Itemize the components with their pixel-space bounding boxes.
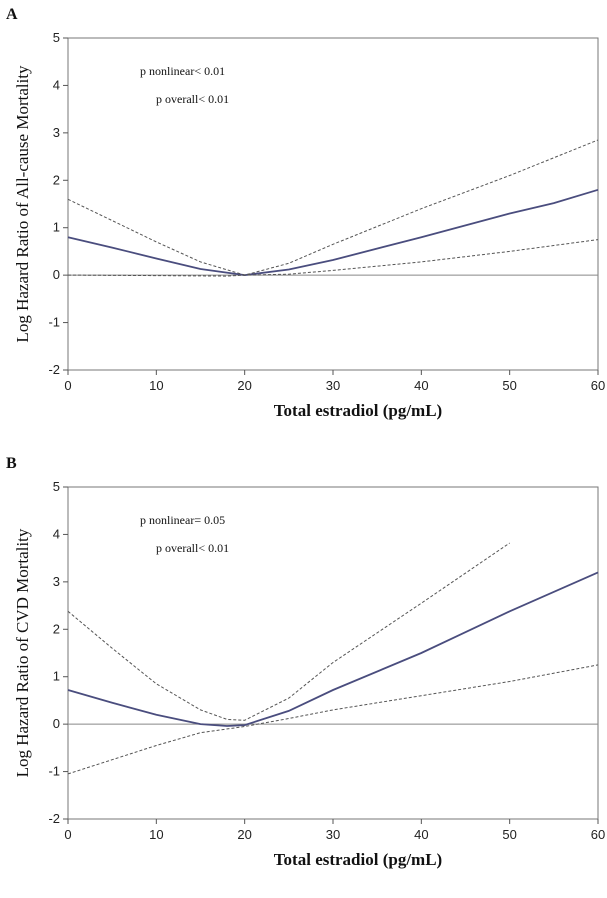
x-axis-label: Total estradiol (pg/mL): [274, 401, 442, 420]
y-tick-label: 2: [53, 172, 60, 187]
y-tick-label: 5: [53, 30, 60, 45]
panel-a: A -2 -1 0 1 2 3 4 5 0 10 20 30 40 50 60 Total estradiol…: [6, 6, 605, 420]
x-tick-label: 10: [149, 827, 163, 842]
estimate-line: [67, 188, 599, 277]
panel-label: A: [6, 6, 18, 23]
x-tick-label: 20: [237, 378, 251, 393]
x-tick-label: 60: [591, 827, 605, 842]
y-tick-label: 4: [53, 526, 60, 541]
y-axis-label: Log Hazard Ratio of CVD Mortality: [13, 528, 32, 777]
panel-b: B -2 -1 0 1 2 3 4 5 0 10 20 30 40 50 60 Total estradiol…: [0, 449, 607, 898]
y-tick-label: 4: [53, 77, 60, 92]
upper-ci-line: [67, 542, 510, 721]
estimate-line: [67, 571, 599, 727]
x-tick-label: 40: [414, 378, 428, 393]
y-tick-label: 0: [53, 267, 60, 282]
p-value-annotation: p overall< 0.01: [156, 541, 229, 555]
y-axis-label: Log Hazard Ratio of All-cause Mortality: [13, 65, 32, 343]
x-tick-label: 60: [591, 378, 605, 393]
x-tick-label: 30: [326, 827, 340, 842]
plot-frame: [67, 486, 599, 820]
panel-label: B: [6, 455, 17, 472]
plot-frame: [67, 37, 599, 371]
y-tick-label: -1: [48, 315, 60, 330]
y-tick-label: -1: [48, 764, 60, 779]
x-tick-label: 20: [237, 827, 251, 842]
y-tick-label: -2: [48, 811, 60, 826]
upper-ci-line: [67, 139, 599, 276]
x-tick-label: 30: [326, 378, 340, 393]
lower-ci-line: [67, 239, 599, 277]
y-tick-label: 0: [53, 716, 60, 731]
p-value-annotation: p nonlinear< 0.01: [140, 64, 225, 78]
x-tick-label: 10: [149, 378, 163, 393]
x-tick-label: 0: [64, 827, 71, 842]
x-tick-label: 50: [502, 827, 516, 842]
p-value-annotation: p nonlinear= 0.05: [140, 513, 225, 527]
x-axis-label: Total estradiol (pg/mL): [274, 850, 442, 869]
y-tick-label: 2: [53, 621, 60, 636]
x-tick-label: 40: [414, 827, 428, 842]
y-tick-label: -2: [48, 362, 60, 377]
lower-ci-line: [67, 664, 599, 775]
y-tick-label: 5: [53, 479, 60, 494]
y-tick-label: 1: [53, 220, 60, 235]
y-tick-label: 1: [53, 669, 60, 684]
y-tick-label: 3: [53, 125, 60, 140]
x-tick-label: 50: [502, 378, 516, 393]
x-tick-label: 0: [64, 378, 71, 393]
p-value-annotation: p overall< 0.01: [156, 92, 229, 106]
y-tick-label: 3: [53, 574, 60, 589]
